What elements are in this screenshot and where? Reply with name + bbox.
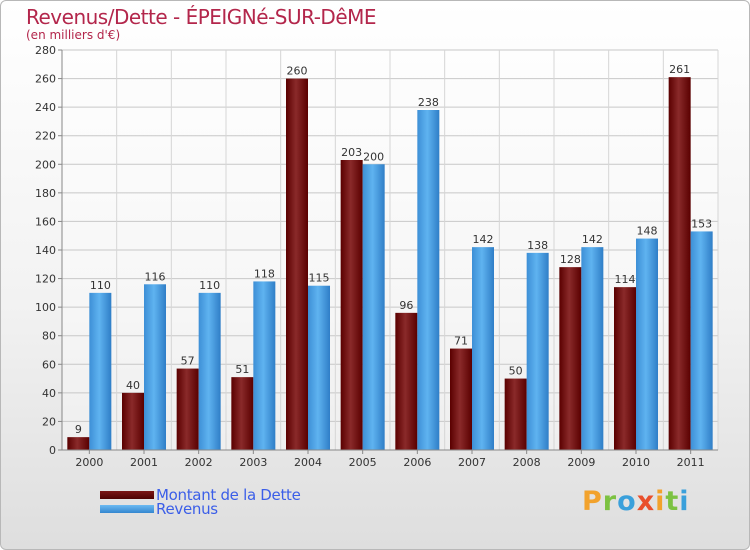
- data-label: 138: [527, 239, 548, 252]
- y-tick-label: 80: [42, 330, 56, 343]
- logo-letter: i: [679, 486, 690, 517]
- data-label: 260: [287, 65, 308, 78]
- bar-revenus: [253, 281, 276, 450]
- bar-debt: [176, 368, 199, 450]
- bar-revenus: [417, 110, 440, 450]
- logo-letter: o: [617, 486, 637, 517]
- data-label: 110: [90, 279, 111, 292]
- data-label: 148: [637, 225, 658, 238]
- chart-title: Revenus/Dette - ÉPEIGNé-SUR-DêME: [26, 5, 377, 29]
- y-tick-label: 100: [35, 301, 56, 314]
- data-label: 142: [582, 233, 603, 246]
- y-tick-label: 160: [35, 215, 56, 228]
- x-tick-label: 2007: [458, 456, 486, 469]
- y-tick-label: 260: [35, 73, 56, 86]
- legend-swatch-debt: [100, 491, 154, 499]
- legend-item-revenus: Revenus: [100, 500, 218, 518]
- y-tick-label: 20: [42, 415, 56, 428]
- bar-debt: [286, 78, 308, 451]
- logo-letter: x: [636, 486, 656, 517]
- data-label: 153: [691, 217, 712, 230]
- bar-debt: [340, 160, 363, 450]
- bar-debt: [231, 377, 254, 450]
- bar-revenus: [362, 164, 385, 451]
- bar-revenus: [198, 292, 221, 450]
- y-tick-label: 180: [35, 187, 56, 200]
- logo-letter: t: [665, 486, 680, 517]
- legend-label-debt: Montant de la Dette: [156, 486, 301, 504]
- x-tick-label: 2003: [239, 456, 267, 469]
- bar-revenus: [581, 247, 604, 450]
- x-tick-label: 2010: [622, 456, 650, 469]
- bar-revenus: [89, 292, 112, 450]
- bar-debt: [614, 287, 636, 450]
- data-label: 114: [615, 273, 636, 286]
- legend-swatch-revenus: [100, 505, 154, 513]
- x-tick-label: 2004: [294, 456, 322, 469]
- legend-item-debt: Montant de la Dette: [100, 486, 301, 504]
- bar-debt: [559, 267, 582, 450]
- data-label: 238: [418, 96, 439, 109]
- data-label: 9: [75, 423, 82, 436]
- chart-subtitle: (en milliers d'€): [26, 28, 121, 42]
- bar-debt: [395, 312, 418, 450]
- data-label: 118: [254, 267, 275, 280]
- data-label: 51: [235, 363, 249, 376]
- x-tick-label: 2005: [349, 456, 377, 469]
- data-label: 115: [309, 272, 330, 285]
- y-tick-label: 60: [42, 358, 56, 371]
- x-tick-label: 2011: [677, 456, 705, 469]
- logo-letter: P: [582, 486, 603, 517]
- x-tick-label: 2002: [185, 456, 213, 469]
- y-tick-label: 200: [35, 158, 56, 171]
- data-label: 128: [560, 253, 581, 266]
- data-label: 96: [399, 299, 413, 312]
- x-tick-label: 2008: [513, 456, 541, 469]
- y-tick-label: 0: [49, 444, 56, 457]
- y-tick-label: 220: [35, 130, 56, 143]
- bar-revenus: [144, 284, 166, 450]
- bar-revenus: [690, 231, 713, 450]
- data-label: 200: [363, 150, 384, 163]
- x-tick-label: 2001: [130, 456, 158, 469]
- x-tick-label: 2000: [75, 456, 103, 469]
- data-label: 71: [454, 335, 468, 348]
- proxiti-logo: Proxiti: [582, 486, 690, 517]
- y-tick-label: 240: [35, 101, 56, 114]
- y-tick-label: 140: [35, 244, 56, 257]
- bar-revenus: [526, 252, 549, 450]
- bar-revenus: [636, 238, 658, 450]
- data-label: 203: [341, 146, 362, 159]
- data-label: 142: [473, 233, 494, 246]
- bar-debt: [668, 77, 691, 451]
- data-label: 50: [509, 365, 523, 378]
- bar-debt: [122, 392, 144, 450]
- y-tick-label: 40: [42, 387, 56, 400]
- x-tick-label: 2009: [567, 456, 595, 469]
- bar-debt: [504, 378, 527, 450]
- bar-debt: [67, 437, 90, 450]
- x-tick-label: 2006: [403, 456, 431, 469]
- bar-revenus: [308, 285, 330, 450]
- bar-revenus: [472, 247, 494, 450]
- bar-debt: [450, 348, 472, 450]
- logo-letter: i: [655, 486, 666, 517]
- logo-letter: r: [602, 486, 618, 517]
- data-label: 261: [669, 63, 690, 76]
- legend-label-revenus: Revenus: [156, 500, 218, 518]
- y-tick-label: 120: [35, 273, 56, 286]
- data-label: 116: [145, 270, 166, 283]
- data-label: 110: [199, 279, 220, 292]
- data-label: 40: [126, 379, 140, 392]
- data-label: 57: [181, 355, 195, 368]
- y-tick-label: 280: [35, 44, 56, 57]
